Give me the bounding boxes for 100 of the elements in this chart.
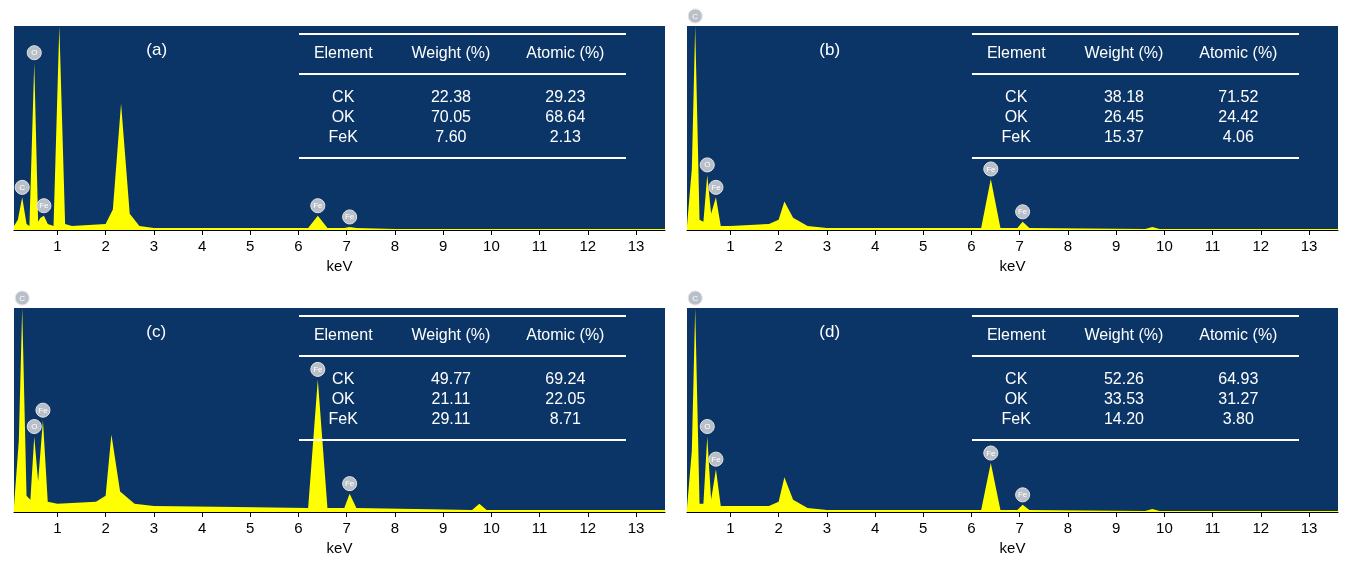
x-tick-label: 5	[246, 237, 255, 254]
x-tick-label: 13	[627, 519, 645, 536]
annotation: FeK	[328, 409, 359, 427]
x-tick-label: 3	[149, 519, 159, 536]
annotation: Atomic (%)	[1199, 325, 1278, 343]
annotation: Atomic (%)	[1199, 43, 1278, 61]
x-tick-label: 10	[483, 519, 500, 536]
annotation: Fe	[313, 364, 324, 374]
x-tick-label: 3	[149, 237, 159, 254]
annotation: 24.42	[1218, 107, 1259, 125]
annotation: FeK	[1001, 127, 1032, 145]
annotation: 29.11	[431, 409, 471, 427]
annotation: 31.27	[1218, 389, 1259, 407]
annotation: Atomic (%)	[526, 325, 605, 343]
annotation: Fe	[38, 405, 49, 415]
annotation: Weight (%)	[1084, 325, 1164, 343]
annotation: 14.20	[1103, 409, 1145, 427]
text: (b)	[819, 40, 841, 59]
annotation: 29.23	[545, 87, 586, 105]
x-tick-label: 7	[1015, 237, 1024, 254]
annotation: Element	[313, 325, 374, 343]
annotation: Weight (%)	[411, 325, 491, 343]
x-tick-label: 12	[1252, 237, 1270, 254]
x-tick-label: 8	[390, 519, 400, 536]
annotation: 69.24	[545, 369, 586, 387]
x-tick-label: 2	[774, 237, 783, 254]
annotation: OK	[331, 107, 356, 125]
annotation: Fe	[986, 448, 997, 458]
annotation: Fe	[1017, 490, 1028, 500]
annotation: CK	[1005, 87, 1028, 105]
annotation: Fe	[1017, 207, 1028, 217]
annotation: Fe	[39, 201, 50, 211]
annotation: O	[31, 48, 38, 58]
annotation: CK	[332, 369, 355, 387]
x-tick-label: 12	[579, 519, 597, 536]
annotation: 33.53	[1103, 389, 1145, 407]
x-tick-label: 8	[1063, 519, 1073, 536]
text: (d)	[819, 322, 841, 341]
x-tick-label: 1	[726, 237, 735, 254]
annotation: 26.45	[1103, 107, 1145, 125]
x-tick-label: 7	[342, 519, 351, 536]
x-tick-label: 13	[1300, 237, 1318, 254]
x-tick-label: 6	[294, 519, 303, 536]
x-tick-label: 2	[774, 519, 783, 536]
x-tick-label: 1	[726, 519, 735, 536]
annotation: O	[704, 160, 711, 170]
text: (a)	[146, 40, 168, 59]
x-tick-label: 11	[1204, 519, 1221, 536]
annotation: 68.64	[545, 107, 586, 125]
x-tick-label: 8	[1063, 237, 1073, 254]
annotation: 3.80	[1222, 409, 1254, 427]
x-tick-label: 11	[531, 237, 548, 254]
annotation: CK	[332, 87, 355, 105]
x-tick-label: 5	[919, 237, 928, 254]
x-tick-label: 2	[101, 237, 110, 254]
annotation: 52.26	[1103, 369, 1145, 387]
annotation: Fe	[313, 201, 324, 211]
x-tick-label: 4	[197, 519, 207, 536]
annotation: CK	[1005, 369, 1028, 387]
x-axis-title: keV	[326, 257, 353, 274]
annotation: 2.13	[549, 127, 581, 145]
annotation: Fe	[711, 454, 722, 464]
annotation: 49.77	[430, 369, 472, 387]
x-tick-label: 1	[53, 237, 62, 254]
annotation: 4.06	[1222, 127, 1254, 145]
x-axis-title: keV	[326, 539, 353, 556]
x-tick-label: 9	[439, 519, 448, 536]
annotation: O	[704, 422, 711, 432]
annotation: OK	[1004, 389, 1029, 407]
x-tick-label: 10	[1156, 237, 1173, 254]
x-tick-label: 11	[1204, 237, 1221, 254]
annotation: Fe	[344, 479, 355, 489]
annotation: Weight (%)	[1084, 43, 1164, 61]
x-tick-label: 12	[1252, 519, 1270, 536]
x-tick-label: 10	[483, 237, 500, 254]
x-tick-label: 13	[627, 237, 645, 254]
x-tick-label: 9	[1112, 237, 1121, 254]
annotation: Element	[986, 43, 1047, 61]
annotation: 22.05	[545, 389, 586, 407]
x-tick-label: 5	[246, 519, 255, 536]
annotation: OK	[1004, 107, 1029, 125]
x-tick-label: 3	[822, 237, 832, 254]
annotation: FeK	[1001, 409, 1032, 427]
x-tick-label: 9	[1112, 519, 1121, 536]
annotation: Atomic (%)	[526, 43, 605, 61]
x-tick-label: 1	[53, 519, 62, 536]
annotation: Element	[313, 43, 374, 61]
x-tick-label: 3	[822, 519, 832, 536]
annotation: Fe	[344, 212, 355, 222]
annotation: 21.11	[431, 389, 471, 407]
x-axis-title: keV	[999, 539, 1026, 556]
annotation: Weight (%)	[411, 43, 491, 61]
x-tick-label: 6	[967, 519, 976, 536]
annotation: 7.60	[435, 127, 467, 145]
x-tick-label: 4	[870, 519, 880, 536]
x-tick-label: 7	[1015, 519, 1024, 536]
annotation: 8.71	[549, 409, 581, 427]
x-tick-label: 2	[101, 519, 110, 536]
annotation: 38.18	[1103, 87, 1145, 105]
annotation: 71.52	[1218, 87, 1259, 105]
